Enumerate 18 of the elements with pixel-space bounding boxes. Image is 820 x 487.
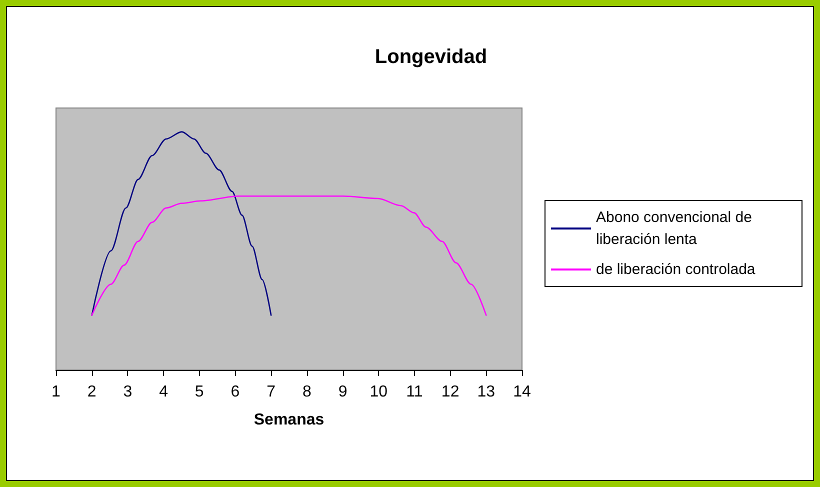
legend-label: de liberación controlada [596,261,756,278]
x-tick-label: 8 [302,384,312,400]
x-tick-label: 10 [370,384,388,400]
legend-label: Abono convencional de liberación lenta [596,209,756,248]
x-tick-label: 11 [406,384,423,400]
x-tick-label: 2 [87,384,96,400]
x-tick-label: 9 [338,384,348,400]
x-tick-label: 7 [266,384,276,400]
x-tick-label: 6 [230,384,240,400]
chart-title: Longevidad [374,46,488,68]
x-axis-title: Semanas [254,412,324,428]
x-tick-label: 4 [159,384,168,400]
x-tick-label: 1 [52,384,61,400]
x-tick-label: 13 [477,384,496,400]
x-tick-label: 14 [513,384,531,400]
x-tick-label: 3 [123,384,132,400]
x-tick-label: 12 [441,384,460,400]
x-tick-label: 5 [194,384,204,400]
